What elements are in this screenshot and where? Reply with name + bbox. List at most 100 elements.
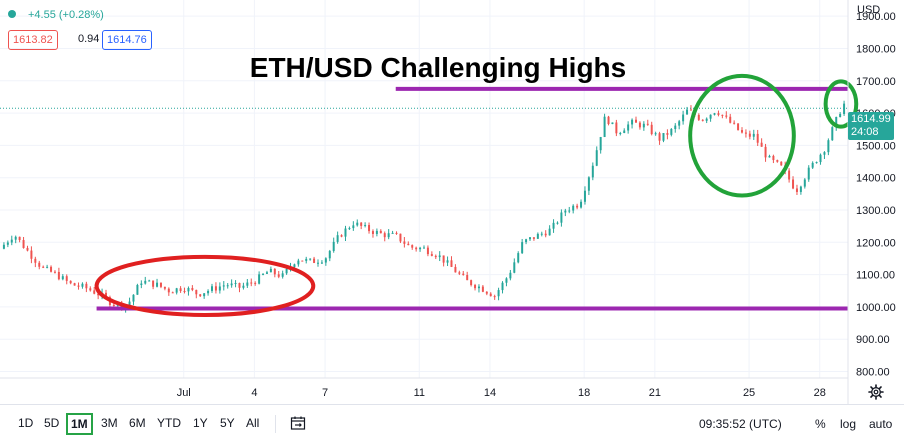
candle-body [18, 236, 21, 241]
timeframe-all[interactable]: All [246, 416, 260, 430]
candle-body [136, 284, 139, 295]
candle-body [6, 242, 9, 245]
timeframe-5y[interactable]: 5Y [220, 416, 235, 430]
candle-body [97, 293, 100, 296]
candle-body [470, 280, 473, 286]
candle-body [729, 116, 732, 123]
candle-body [709, 114, 712, 119]
candle-body [623, 130, 626, 134]
timeframe-1y[interactable]: 1Y [193, 416, 208, 430]
candle-body [689, 109, 692, 111]
price-axis[interactable]: 1900.001800.001700.001600.001500.001400.… [856, 11, 896, 378]
chart-title: ETH/USD Challenging Highs [250, 52, 626, 83]
candle-body [823, 152, 826, 155]
currency-label[interactable]: USD [857, 4, 881, 16]
y-tick-label: 1300.00 [856, 205, 896, 217]
price-change: +4.55 (+0.28%) [28, 9, 104, 21]
candle-body [42, 266, 45, 268]
candle-body [317, 262, 319, 264]
candle-body [595, 150, 598, 166]
timeframe-6m[interactable]: 6M [129, 416, 146, 430]
candle-body [713, 113, 716, 115]
candle-body [234, 282, 237, 284]
y-tick-label: 1900.00 [856, 11, 896, 23]
candle-body [348, 228, 351, 230]
candle-body [611, 122, 614, 125]
candle-body [403, 241, 406, 244]
candle-body [356, 222, 359, 226]
candle-body [407, 243, 410, 246]
candle-body [156, 282, 159, 287]
candle-body [57, 271, 60, 280]
candle-body [521, 242, 524, 254]
utc-time[interactable]: 09:35:52 (UTC) [699, 417, 782, 431]
annotations [0, 73, 859, 317]
candle-body [552, 222, 555, 229]
candle-body [497, 290, 500, 297]
candle-body [556, 222, 559, 224]
gear-icon[interactable] [868, 384, 884, 400]
spread-value: 0.94 [78, 33, 100, 45]
candle-body [678, 121, 681, 126]
percent-scale-toggle[interactable]: % [815, 417, 826, 431]
bid-price-button[interactable]: 1613.82 [8, 30, 58, 50]
candle-body [583, 190, 586, 202]
timeframe-5d[interactable]: 5D [44, 416, 60, 430]
candle-body [93, 290, 96, 294]
candle-body [171, 292, 174, 294]
candle-body [544, 233, 547, 236]
candle-body [619, 133, 622, 135]
candle-body [22, 240, 25, 248]
ask-price-button[interactable]: 1614.76 [102, 30, 152, 50]
candle-body [737, 123, 740, 131]
candle-body [14, 236, 17, 240]
candle-body [466, 275, 469, 281]
x-tick-label: 28 [814, 387, 826, 399]
price-chart[interactable]: 1900.001800.001700.001600.001500.001400.… [0, 0, 904, 404]
log-scale-toggle[interactable]: log [840, 417, 857, 431]
candle-body [839, 113, 842, 117]
candle-body [387, 233, 390, 238]
candle-body [360, 222, 363, 226]
candle-body [246, 282, 249, 286]
candle-body [132, 294, 135, 302]
candle-body [183, 291, 186, 293]
timeframe-3m[interactable]: 3M [101, 416, 118, 430]
timeframe-1d[interactable]: 1D [18, 416, 34, 430]
candle-body [686, 109, 689, 115]
candle-body [835, 116, 838, 128]
x-tick-label: 25 [743, 387, 755, 399]
candle-body [332, 241, 335, 251]
candle-body [587, 177, 590, 191]
candle-body [38, 262, 41, 267]
candle-body [152, 280, 155, 287]
candle-body [265, 272, 268, 274]
candle-body [654, 133, 657, 135]
time-axis[interactable]: Jul 4 7 11 14 18 21 25 28 [177, 387, 826, 399]
x-tick-label: 7 [322, 387, 328, 399]
candle-body [163, 286, 166, 289]
candle-body [819, 154, 822, 163]
candle-body [53, 271, 56, 273]
candle-body [250, 282, 253, 284]
y-tick-label: 800.00 [856, 367, 890, 379]
x-tick-label: 4 [251, 387, 257, 399]
timeframe-ytd[interactable]: YTD [157, 416, 181, 430]
candle-body [768, 155, 771, 158]
candle-body [642, 123, 645, 128]
candle-body [61, 276, 64, 280]
candle-body [336, 235, 339, 242]
candle-body [666, 133, 669, 135]
candle-body [254, 282, 257, 284]
last-price-tag: 1614.99 24:08 [848, 112, 894, 140]
candle-body [214, 286, 217, 291]
candle-body [474, 285, 477, 289]
auto-scale-toggle[interactable]: auto [869, 417, 893, 431]
candle-body [721, 114, 724, 116]
candle-body [568, 210, 571, 212]
candle-body [815, 162, 818, 164]
candle-body [320, 262, 323, 264]
candle-body [281, 273, 284, 277]
calendar-range-icon[interactable] [290, 415, 306, 431]
timeframe-1m[interactable]: 1M [66, 413, 93, 435]
